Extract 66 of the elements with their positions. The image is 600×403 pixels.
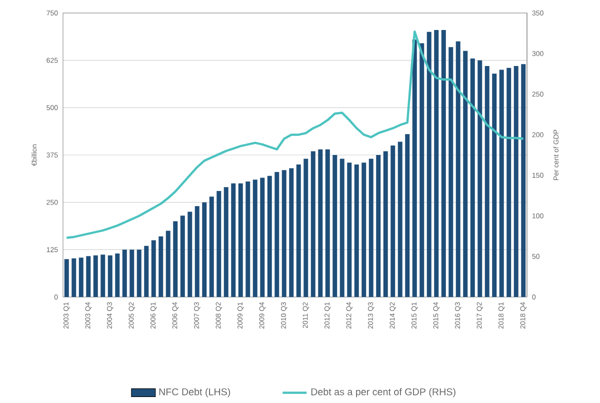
- bar: [144, 246, 149, 298]
- bar: [318, 149, 323, 298]
- bar: [304, 158, 308, 298]
- bar: [362, 162, 366, 298]
- bar: [405, 134, 410, 298]
- bar: [470, 58, 475, 298]
- bar: [390, 146, 396, 298]
- bar: [122, 250, 127, 298]
- legend-label: NFC Debt (LHS): [159, 388, 230, 398]
- bar: [354, 164, 359, 298]
- bar: [484, 66, 490, 298]
- bar: [398, 142, 402, 298]
- bar: [216, 190, 222, 298]
- bar: [252, 180, 258, 298]
- bar: [426, 32, 432, 298]
- bar: [325, 149, 330, 298]
- bar: [376, 155, 381, 298]
- bar: [151, 240, 156, 298]
- bar: [246, 182, 250, 298]
- bar: [86, 256, 91, 298]
- bar: [108, 255, 112, 298]
- bar: [194, 206, 200, 298]
- bar: [521, 64, 526, 298]
- bar: [72, 258, 76, 298]
- bar: [209, 196, 214, 298]
- bar: [463, 50, 468, 298]
- bar: [499, 70, 504, 298]
- bar: [448, 47, 454, 298]
- bar: [180, 216, 185, 298]
- bar: [136, 250, 142, 298]
- bar: [130, 250, 134, 298]
- bar: [289, 168, 294, 298]
- bar: [282, 170, 286, 298]
- bar: [78, 258, 84, 298]
- bar: [267, 176, 272, 298]
- bar: [158, 236, 164, 298]
- bar: [383, 151, 388, 298]
- bar: [188, 212, 192, 298]
- bar: [340, 158, 344, 298]
- bar: [260, 178, 265, 298]
- bar: [478, 60, 482, 298]
- bar: [412, 40, 417, 298]
- bar: [514, 66, 518, 298]
- bar: [274, 172, 280, 298]
- bar: [100, 254, 106, 298]
- legend-label: Debt as a per cent of GDP (RHS): [311, 388, 456, 398]
- bar: [492, 74, 497, 298]
- bar: [64, 259, 69, 298]
- bar: [420, 43, 424, 298]
- bar: [368, 158, 374, 298]
- bar: [231, 183, 236, 298]
- bar: [224, 187, 228, 298]
- bar: [506, 68, 512, 298]
- bar: [347, 162, 352, 298]
- bar: [238, 183, 243, 298]
- bar: [115, 253, 120, 298]
- bar: [173, 221, 178, 298]
- bar: [93, 255, 98, 298]
- bar: [166, 230, 170, 298]
- bar: [310, 151, 316, 298]
- bar: [441, 30, 446, 298]
- bar: [434, 30, 439, 298]
- bar: [202, 202, 207, 298]
- bar: [456, 41, 460, 298]
- bar: [296, 164, 301, 298]
- bar: [332, 155, 338, 298]
